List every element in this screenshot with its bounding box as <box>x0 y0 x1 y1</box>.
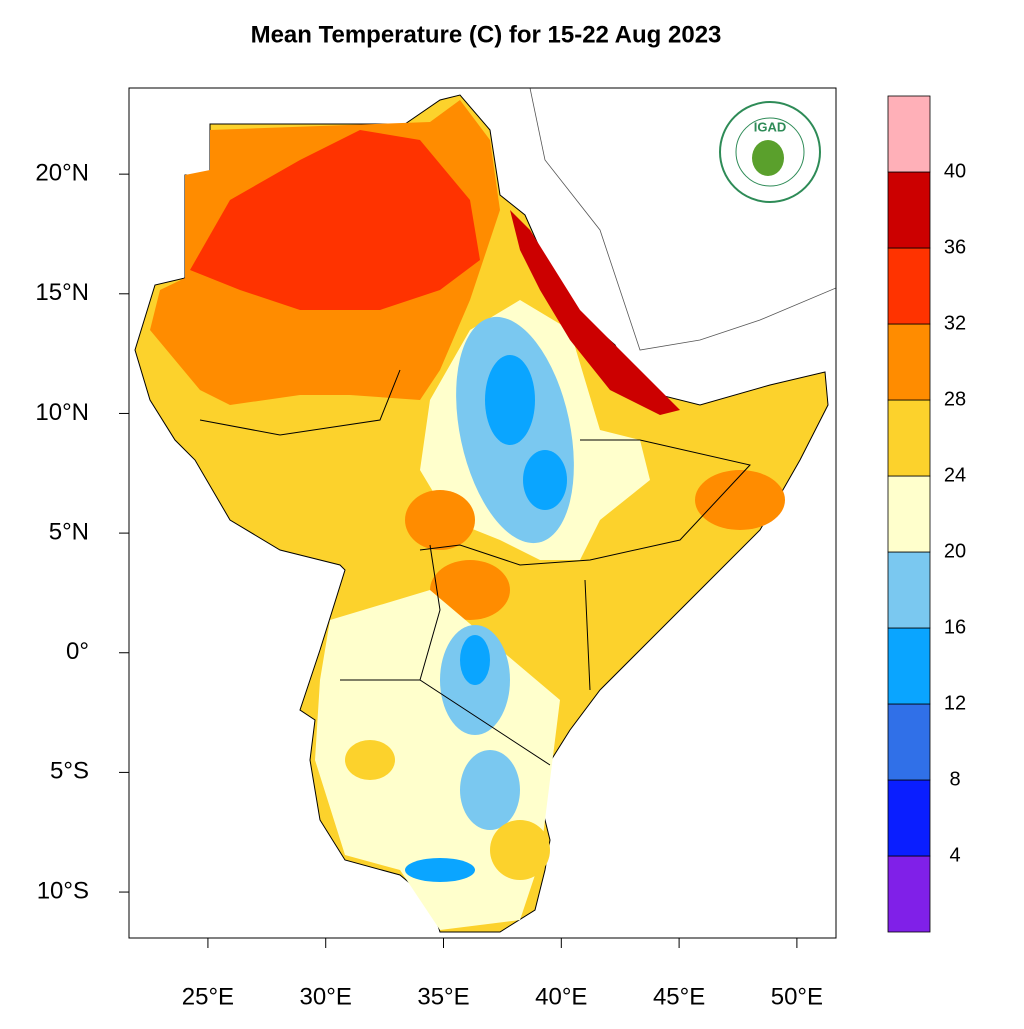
y-tick-label: 10°S <box>37 877 89 904</box>
colorbar-label: 40 <box>944 160 966 182</box>
x-tick-label: 40°E <box>535 983 587 1010</box>
colorbar-box <box>887 779 931 857</box>
colorbar-box <box>887 855 931 933</box>
colorbar-box <box>887 475 931 553</box>
x-tick-label: 35°E <box>417 983 469 1010</box>
x-tick-label: 30°E <box>300 983 352 1010</box>
x-tick-label: 25°E <box>182 983 234 1010</box>
colorbar-box <box>887 703 931 781</box>
logo: IGAD <box>719 101 821 203</box>
colorbar-label: 36 <box>944 236 966 258</box>
plot-frame <box>128 87 837 939</box>
colorbar-box <box>887 323 931 401</box>
title: Mean Temperature (C) for 15-22 Aug 2023 <box>251 21 722 48</box>
logo-text: IGAD <box>754 119 787 134</box>
colorbar-box <box>887 171 931 249</box>
colorbar-box <box>887 247 931 325</box>
map: IGAD <box>129 88 836 938</box>
y-tick-label: 20°N <box>35 159 89 186</box>
y-tick-label: 0° <box>66 638 89 665</box>
y-tick-label: 5°S <box>50 758 89 785</box>
colorbar-box <box>887 95 931 173</box>
y-tick-label: 5°N <box>49 518 89 545</box>
colorbar-label: 4 <box>949 844 960 866</box>
colorbar-label: 24 <box>944 464 966 486</box>
y-tick-label: 10°N <box>35 399 89 426</box>
colorbar-box <box>887 551 931 629</box>
colorbar-label: 12 <box>944 692 966 714</box>
y-tick-label: 15°N <box>35 279 89 306</box>
colorbar-label: 16 <box>944 616 966 638</box>
colorbar-box <box>887 627 931 705</box>
colorbar-box <box>887 399 931 477</box>
x-tick-label: 45°E <box>653 983 705 1010</box>
colorbar-label: 20 <box>944 540 966 562</box>
colorbar-label: 32 <box>944 312 966 334</box>
colorbar-label: 28 <box>944 388 966 410</box>
x-tick-label: 50°E <box>771 983 823 1010</box>
colorbar-label: 8 <box>949 768 960 790</box>
